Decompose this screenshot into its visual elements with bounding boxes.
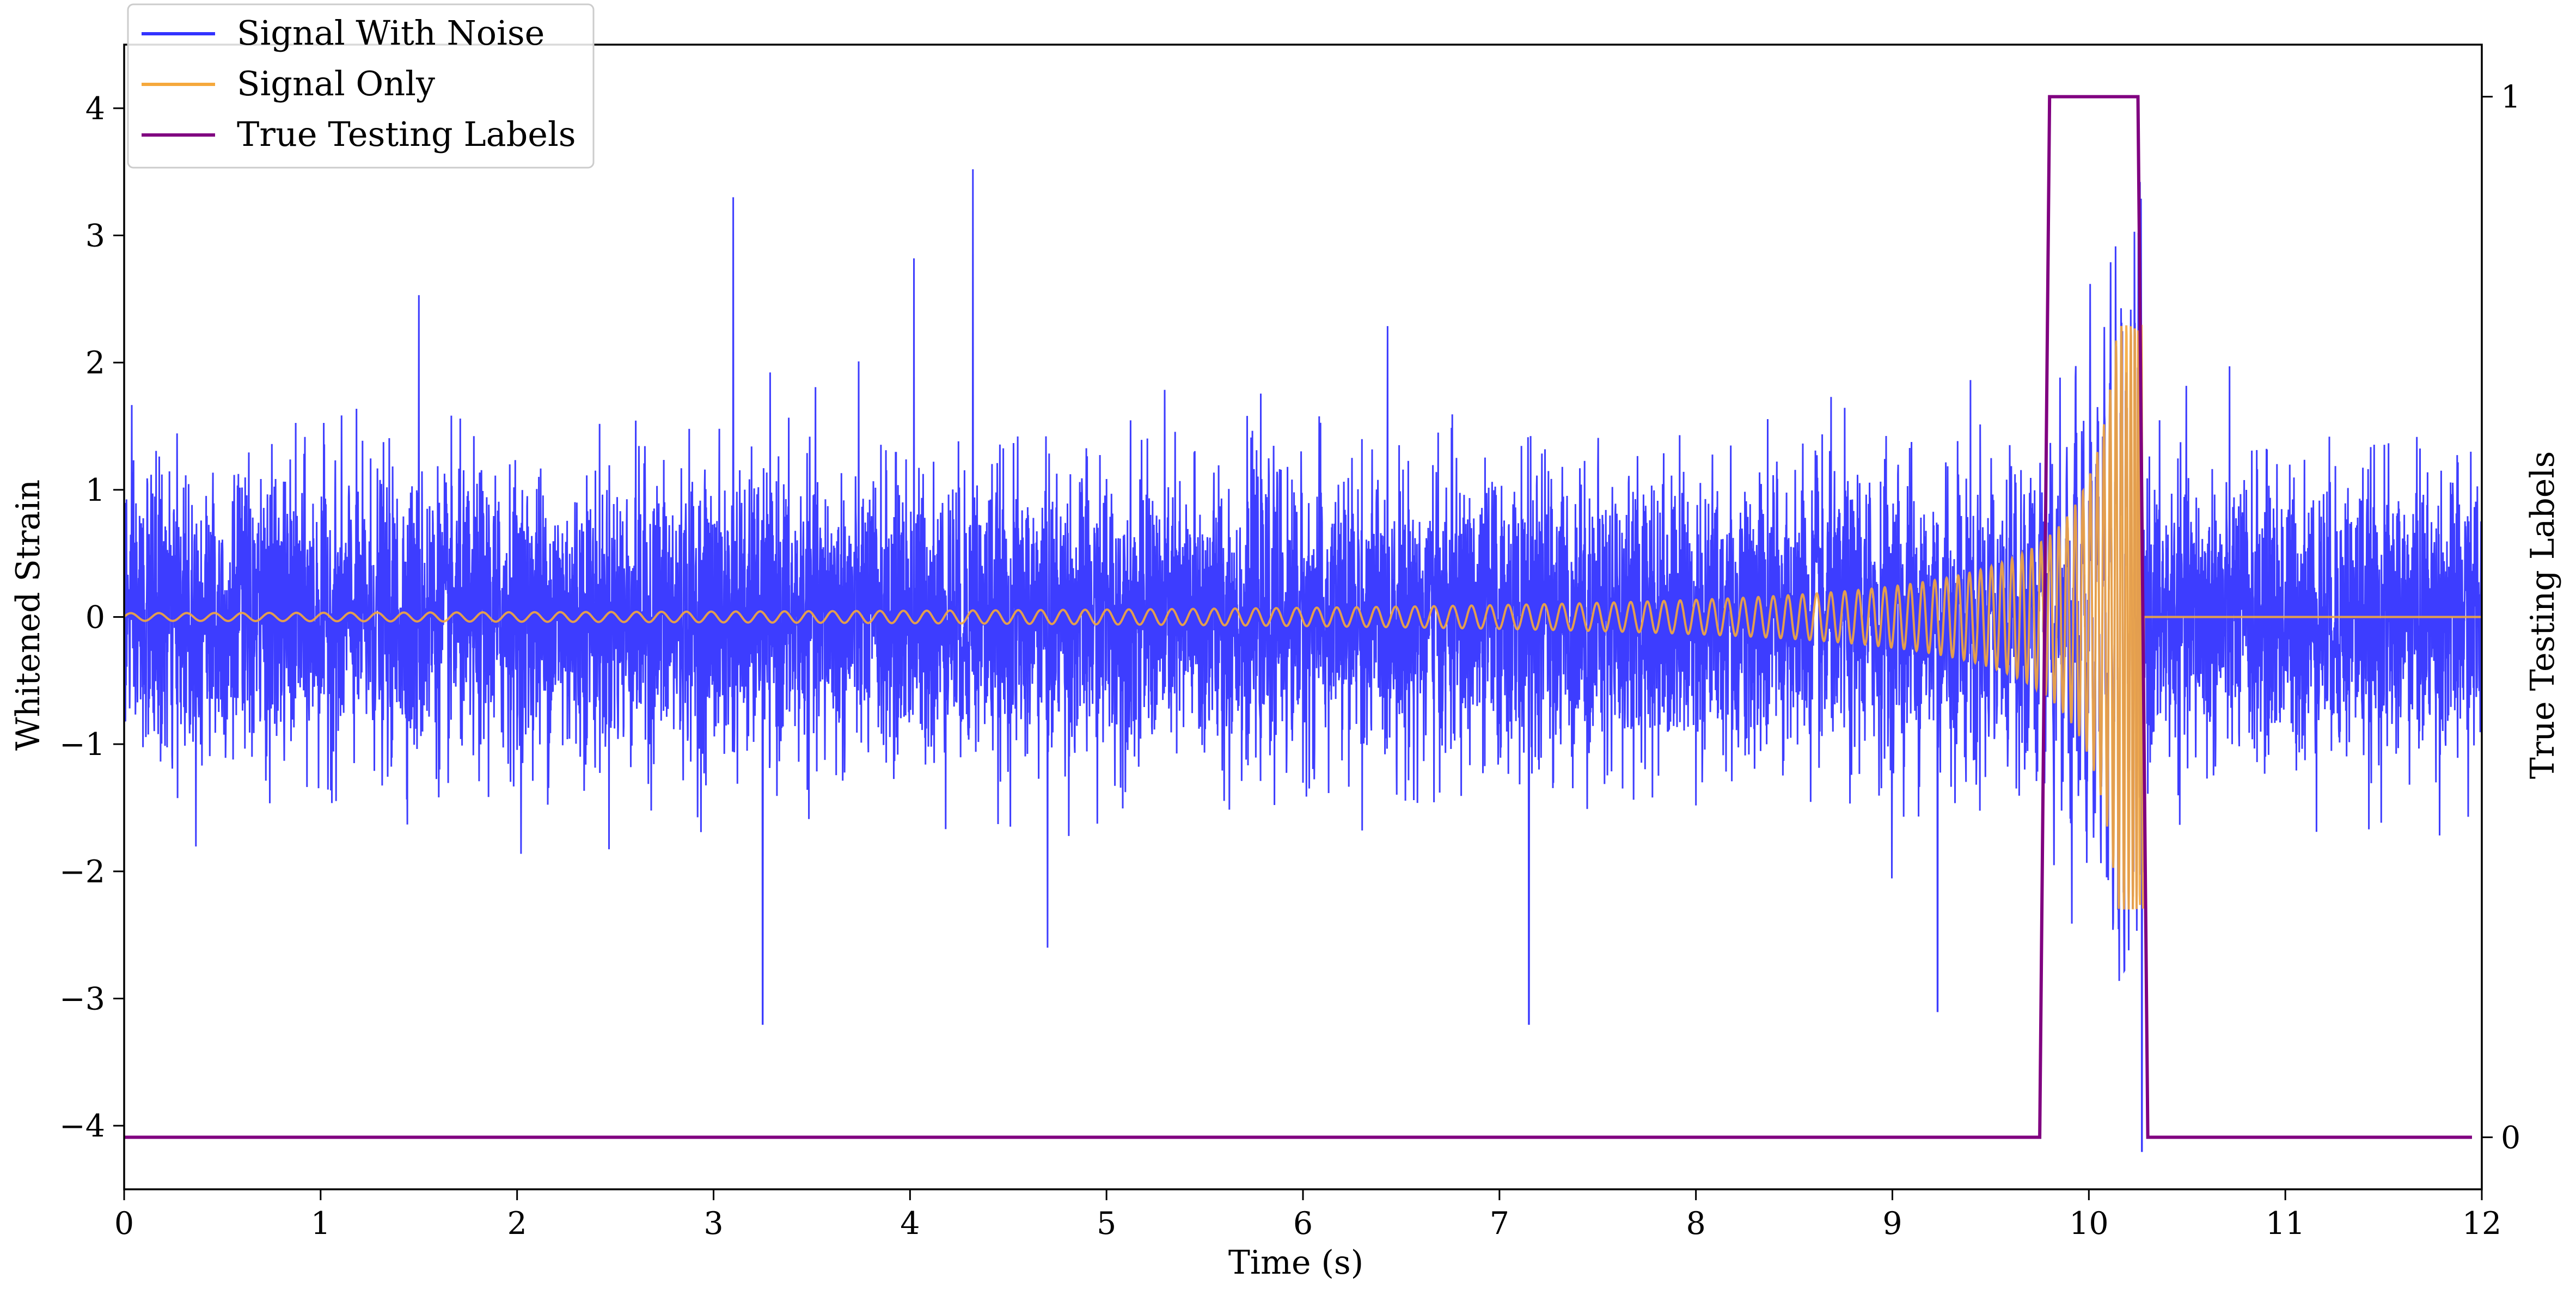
y-tick-label: 2: [85, 345, 105, 381]
x-tick-label: 9: [1882, 1206, 1902, 1242]
y2-axis-title: True Testing Labels: [2524, 451, 2562, 779]
y-tick-label: −3: [59, 981, 105, 1017]
y-tick-label: −1: [59, 727, 105, 763]
legend-label-signal-with-noise: Signal With Noise: [237, 13, 544, 53]
series-signal-only: [123, 324, 2482, 910]
x-tick-label: 2: [507, 1206, 527, 1242]
y-tick-label: −4: [59, 1108, 105, 1144]
y2-tick-label: 0: [2501, 1120, 2520, 1156]
x-tick-label: 11: [2266, 1206, 2305, 1242]
series-true-testing-labels: [124, 95, 2472, 1139]
x-tick-label: 8: [1686, 1206, 1706, 1242]
x-tick-label: 6: [1293, 1206, 1313, 1242]
series-layer: [123, 95, 2483, 1152]
legend-label-true-testing-labels: True Testing Labels: [237, 114, 576, 154]
x-tick-label: 5: [1097, 1206, 1116, 1242]
x-tick-label: 7: [1490, 1206, 1509, 1242]
legend-frame: [127, 3, 595, 169]
x-tick-label: 0: [114, 1206, 134, 1242]
legend-label-signal-only: Signal Only: [237, 64, 435, 103]
x-tick-label: 3: [703, 1206, 723, 1242]
y-tick-label: 4: [85, 91, 105, 127]
y-tick-label: 3: [85, 218, 105, 254]
x-axis-title: Time (s): [1228, 1244, 1363, 1282]
legend: Signal With Noise Signal Only True Testi…: [127, 3, 595, 169]
y-tick-label: −2: [59, 854, 105, 890]
x-tick-label: 10: [2069, 1206, 2109, 1242]
x-tick-label: 12: [2462, 1206, 2502, 1242]
y-tick-label: 0: [85, 600, 105, 636]
y2-tick-label: 1: [2501, 79, 2520, 115]
y-axis-title: Whitened Strain: [9, 480, 47, 751]
x-tick-label: 4: [900, 1206, 920, 1242]
x-tick-label: 1: [311, 1206, 331, 1242]
y-tick-label: 1: [85, 472, 105, 508]
